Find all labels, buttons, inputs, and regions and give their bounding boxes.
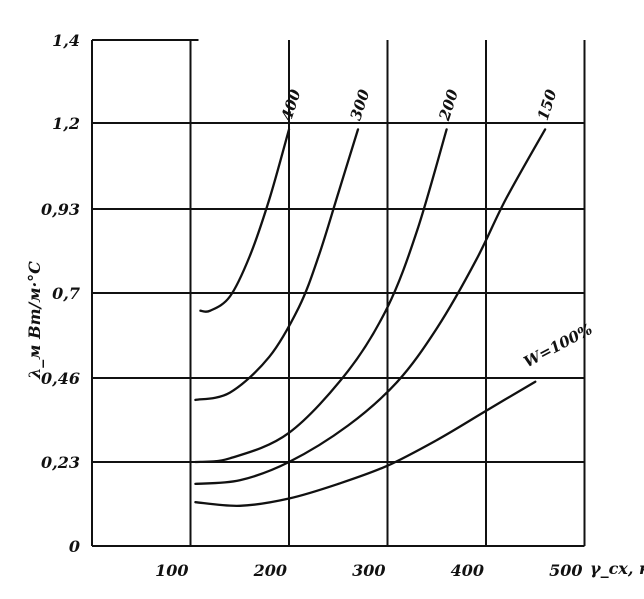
x-axis-label: γ_сх, кг (590, 559, 644, 578)
x-tick-label: 200 (253, 561, 287, 580)
x-tick-label: 100 (155, 561, 188, 580)
y-tick-label: 1,4 (52, 31, 80, 50)
y-tick-label: 0,23 (41, 453, 80, 472)
grid (91, 39, 586, 547)
y-tick-label: 0 (69, 537, 80, 556)
series-line-W=100% (194, 380, 537, 507)
series-label: 200 (435, 87, 462, 124)
y-tick-label: 0,93 (41, 200, 80, 219)
y-axis-label: λ_м Вт/м·°С (25, 261, 44, 380)
x-tick-label: 300 (352, 561, 385, 580)
y-tick-label: 0,46 (41, 369, 80, 388)
x-tick-label: 400 (451, 561, 484, 580)
y-tick-label: 0,7 (52, 284, 80, 303)
series-line-200 (194, 128, 448, 464)
labels: 0 0,23 0,46 0,7 0,93 1,2 1,4 100 200 300 400 500 400… (41, 31, 595, 580)
series-line-150 (194, 128, 547, 486)
series-line-300 (194, 128, 360, 402)
series-label: 400 (278, 87, 305, 123)
series-line-400 (199, 128, 291, 313)
series-label: 150 (534, 87, 561, 123)
x-tick-label: 500 (549, 561, 582, 580)
curves (194, 128, 547, 507)
series-label: 300 (347, 87, 374, 123)
y-tick-label: 1,2 (52, 114, 80, 133)
